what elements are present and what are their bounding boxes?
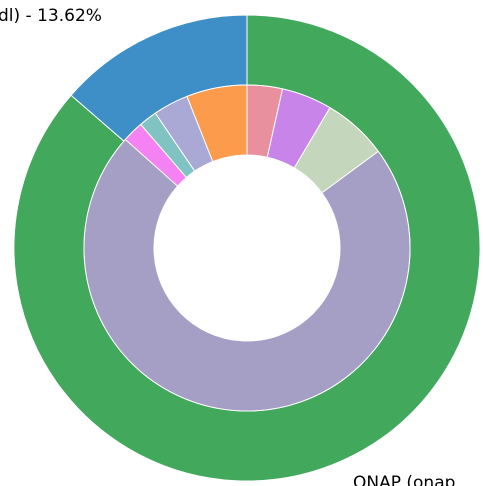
donut-segment — [186, 84, 248, 163]
donut-segment — [83, 138, 411, 412]
segment-label: dl) - 13.62% — [0, 6, 102, 26]
segment-label: ONAP (onap — [353, 473, 455, 486]
rings — [13, 14, 481, 482]
